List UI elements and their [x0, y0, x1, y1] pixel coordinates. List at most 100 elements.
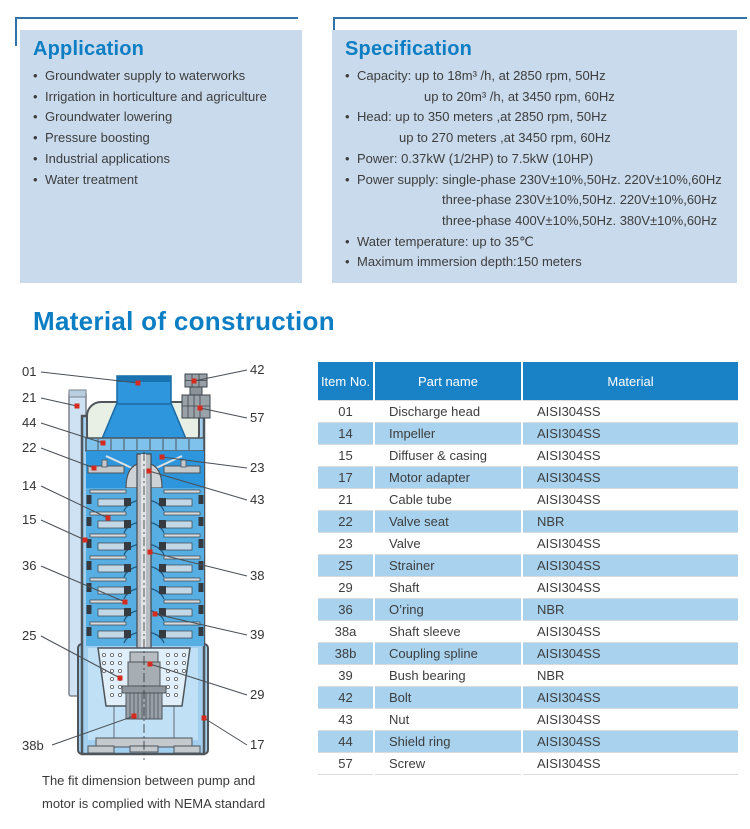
- callout-label: 22: [22, 440, 36, 455]
- item-no-cell: 21: [318, 488, 374, 511]
- table-row: 17 Motor adapter AISI304SS: [318, 466, 738, 489]
- callout-label: 25: [22, 628, 36, 643]
- callout-marker: [131, 713, 137, 719]
- callout-marker: [135, 380, 141, 386]
- callout-label: 15: [22, 512, 36, 527]
- callout-leader-line: [40, 565, 126, 603]
- item-no-cell: 29: [318, 576, 374, 599]
- callout-marker: [117, 675, 123, 681]
- part-name-cell: Motor adapter: [373, 466, 522, 489]
- specification-list-item: Water temperature: up to 35℃: [345, 232, 737, 253]
- item-no-cell: 43: [318, 708, 374, 731]
- application-list-item: Pressure boosting: [33, 128, 302, 149]
- callout-leader-line: [148, 470, 248, 501]
- callout-label: 44: [22, 415, 36, 430]
- item-no-cell: 01: [318, 400, 374, 423]
- part-name-cell: Shaft: [373, 576, 522, 599]
- material-cell: AISI304SS: [521, 422, 738, 445]
- item-no-cell: 17: [318, 466, 374, 489]
- table-row: 22 Valve seat NBR: [318, 510, 738, 533]
- pump-cross-section-diagram: 01 21 44 22 14 15 36 25 38b 42 57 23 43 38 39 29 17: [22, 362, 264, 760]
- callout-label: 39: [250, 627, 264, 642]
- application-list-item: Groundwater lowering: [33, 107, 302, 128]
- callout-marker: [82, 537, 88, 543]
- callout-label: 38: [250, 568, 264, 583]
- material-cell: AISI304SS: [521, 554, 738, 577]
- part-name-cell: Bolt: [373, 686, 522, 709]
- callout-marker: [91, 465, 97, 471]
- material-cell: AISI304SS: [521, 576, 738, 599]
- callout-marker: [146, 468, 152, 474]
- part-name-cell: Shield ring: [373, 730, 522, 753]
- item-no-cell: 36: [318, 598, 374, 621]
- application-list-item: Water treatment: [33, 170, 302, 191]
- table-row: 23 Valve AISI304SS: [318, 532, 738, 555]
- callout-label: 36: [22, 558, 36, 573]
- part-name-cell: Coupling spline: [373, 642, 522, 665]
- callout-leader-line: [149, 551, 248, 577]
- callout-marker: [191, 378, 197, 384]
- callout-label: 14: [22, 478, 36, 493]
- material-cell: AISI304SS: [521, 400, 738, 423]
- application-list: Groundwater supply to waterworksIrrigati…: [33, 66, 302, 190]
- part-name-cell: Strainer: [373, 554, 522, 577]
- table-row: 15 Diffuser & casing AISI304SS: [318, 444, 738, 467]
- callout-marker: [105, 515, 111, 521]
- part-name-cell: Cable tube: [373, 488, 522, 511]
- diagram-caption: The fit dimension between pump and motor…: [42, 770, 292, 815]
- callout-label: 29: [250, 687, 264, 702]
- material-cell: AISI304SS: [521, 488, 738, 511]
- callout-marker: [147, 661, 153, 667]
- part-name-cell: Discharge head: [373, 400, 522, 423]
- table-row: 21 Cable tube AISI304SS: [318, 488, 738, 511]
- coupling-spline-ribs: [129, 693, 159, 719]
- callout-leader-line: [40, 485, 109, 519]
- callout-marker: [147, 549, 153, 555]
- callout-leader-line: [154, 613, 248, 636]
- pump-art: [68, 373, 211, 760]
- callout-leader-line: [149, 663, 248, 696]
- callout-leader-line: [193, 369, 248, 382]
- application-list-item: Groundwater supply to waterworks: [33, 66, 302, 87]
- part-name-cell: Bush bearing: [373, 664, 522, 687]
- part-name-cell: Shaft sleeve: [373, 620, 522, 643]
- callout-marker: [152, 611, 158, 617]
- callout-leader-line: [161, 456, 248, 469]
- application-title: Application: [33, 38, 145, 60]
- callout-leader-line: [40, 422, 104, 444]
- column-header-part-name: Part name: [373, 362, 522, 401]
- item-no-cell: 15: [318, 444, 374, 467]
- table-row: 14 Impeller AISI304SS: [318, 422, 738, 445]
- application-panel: Application Groundwater supply to waterw…: [20, 30, 302, 283]
- material-cell: AISI304SS: [521, 466, 738, 489]
- callout-label: 21: [22, 390, 36, 405]
- part-name-cell: Nut: [373, 708, 522, 731]
- material-of-construction-title: Material of construction: [33, 306, 335, 336]
- table-row: 01 Discharge head AISI304SS: [318, 400, 738, 423]
- specification-list-item: three-phase 400V±10%,50Hz. 380V±10%,60Hz: [442, 212, 718, 228]
- callout-marker: [197, 405, 203, 411]
- item-no-cell: 14: [318, 422, 374, 445]
- callout-leader-line: [51, 715, 135, 746]
- material-cell: AISI304SS: [521, 444, 738, 467]
- application-list-item: Irrigation in horticulture and agricultu…: [33, 87, 302, 108]
- table-row: 42 Bolt AISI304SS: [318, 686, 738, 709]
- callout-marker: [201, 715, 207, 721]
- material-cell: AISI304SS: [521, 532, 738, 555]
- part-name-cell: Valve: [373, 532, 522, 555]
- specification-list-item: three-phase 230V±10%,50Hz. 220V±10%,60Hz: [442, 192, 718, 208]
- material-cell: AISI304SS: [521, 686, 738, 709]
- part-name-cell: Valve seat: [373, 510, 522, 533]
- item-no-cell: 22: [318, 510, 374, 533]
- table-row: 44 Shield ring AISI304SS: [318, 730, 738, 753]
- material-cell: AISI304SS: [521, 752, 738, 775]
- table-row: 29 Shaft AISI304SS: [318, 576, 738, 599]
- table-row: 36 O’ring NBR: [318, 598, 738, 621]
- table-row: 38b Coupling spline AISI304SS: [318, 642, 738, 665]
- callout-marker: [100, 440, 106, 446]
- callout-label: 42: [250, 362, 264, 377]
- specification-list-item: Power supply: single-phase 230V±10%,50Hz…: [345, 170, 737, 191]
- caption-line-2: motor is complied with NEMA standard: [42, 795, 266, 811]
- table-row: 39 Bush bearing NBR: [318, 664, 738, 687]
- table-row: 25 Strainer AISI304SS: [318, 554, 738, 577]
